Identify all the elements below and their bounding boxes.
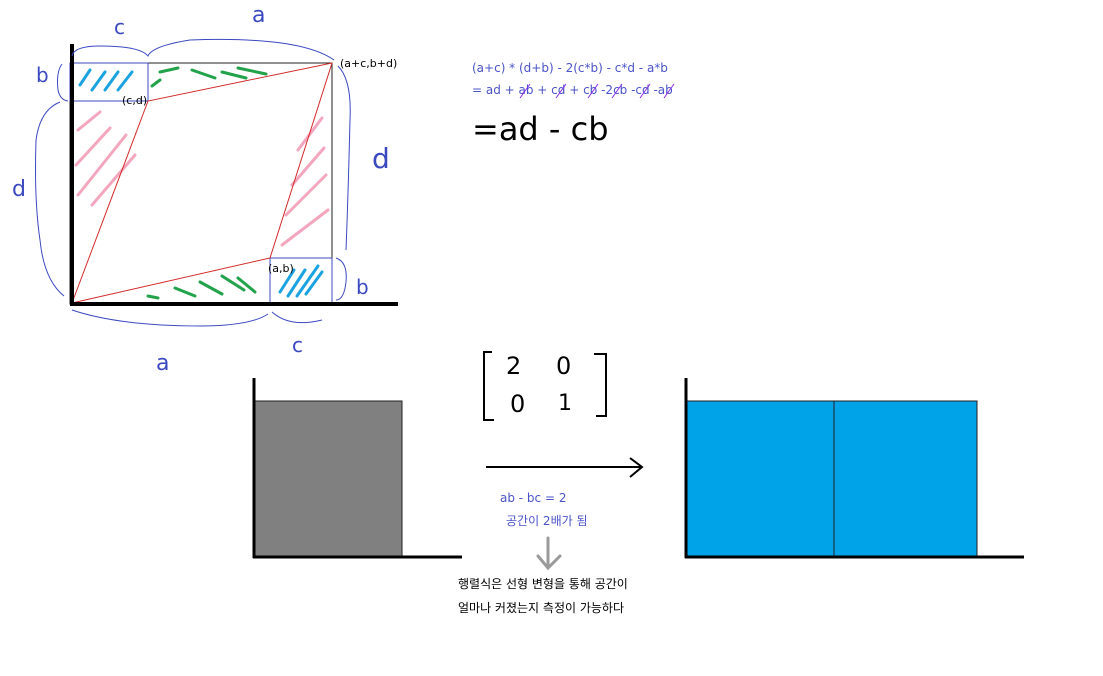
point-label-acbd: (a+c,b+d): [340, 57, 397, 70]
blue-square-left: [685, 400, 835, 558]
green-hatch-bottom: [146, 274, 257, 300]
braces: [35, 38, 351, 327]
cancel-strokes: [519, 83, 675, 99]
formula-line-2: = ad + ab + cd + cb -2cb -cd -ab: [472, 83, 673, 97]
pink-hatch-right: [280, 116, 330, 247]
label-left-b: b: [36, 63, 49, 87]
matrix: 2 0 0 1: [483, 351, 607, 421]
label-right-b: b: [356, 275, 369, 299]
matrix-left-bracket: [483, 351, 494, 421]
point-label-cd: (c,d): [122, 94, 147, 107]
gray-unit-square: [253, 400, 403, 558]
transform-arrow: [486, 457, 644, 478]
note-line-1: 행렬식은 선형 변형을 통해 공간이: [458, 576, 628, 591]
formula-line-1: (a+c) * (d+b) - 2(c*b) - c*d - a*b: [472, 61, 668, 75]
label-bottom-c: c: [292, 333, 303, 357]
label-right-d: d: [372, 142, 390, 175]
formula-block: (a+c) * (d+b) - 2(c*b) - c*d - a*b = ad …: [472, 61, 675, 148]
blue-square-right: [833, 400, 978, 558]
formula-result: =ad - cb: [472, 110, 609, 148]
label-top-a: a: [252, 3, 265, 28]
red-parallelogram: [71, 62, 333, 304]
after-plot: [684, 378, 1024, 559]
cyan-hatch-top: [78, 68, 134, 92]
pink-hatch-left: [74, 110, 137, 207]
matrix-r2c2: 1: [558, 391, 572, 416]
label-top-c: c: [114, 15, 125, 39]
matrix-r1c2: 0: [556, 352, 571, 380]
transform-caption: 공간이 2배가 됨: [506, 514, 588, 528]
parallelogram-figure: (a+c,b+d) (c,d) (a,b) c a b d d b a c: [12, 3, 398, 376]
green-hatch-top: [150, 66, 268, 88]
label-left-d: d: [12, 177, 26, 202]
before-plot: [252, 378, 462, 559]
note-line-2: 얼마나 커졌는지 측정이 가능하다: [458, 601, 624, 615]
label-bottom-a: a: [156, 351, 169, 376]
point-label-ab: (a,b): [268, 262, 294, 275]
matrix-right-bracket: [594, 353, 607, 417]
matrix-r2c1: 0: [510, 390, 525, 418]
transform-equation: ab - bc = 2: [500, 491, 566, 505]
matrix-r1c1: 2: [506, 352, 521, 380]
cyan-hatch-bottom: [278, 264, 324, 298]
down-arrow-icon: [536, 536, 562, 571]
